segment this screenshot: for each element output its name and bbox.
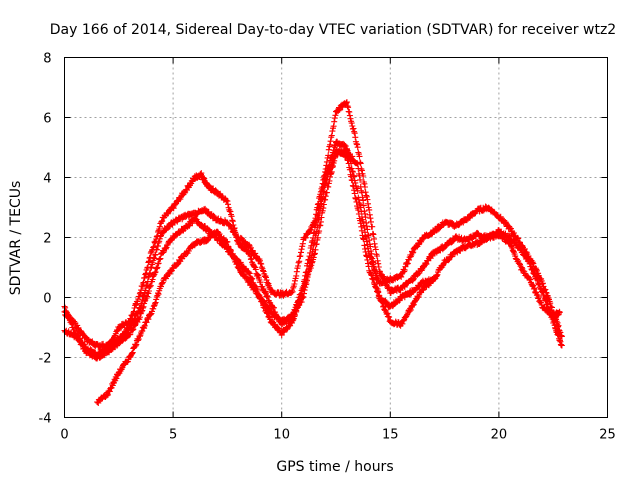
y-tick-label: 8 (43, 52, 51, 67)
data-markers (61, 99, 565, 406)
series-track-4 (94, 146, 563, 406)
series-markers (94, 146, 563, 406)
x-tick-label: 10 (273, 428, 290, 443)
y-tick-label: -2 (39, 352, 52, 367)
y-tick-label: 0 (43, 292, 51, 307)
y-tick-label: 4 (43, 172, 51, 187)
y-tick-label: 6 (43, 112, 51, 127)
plot-frame (64, 57, 608, 418)
grid-lines (64, 57, 608, 418)
y-axis-label: SDTVAR / TECUs (8, 181, 24, 296)
x-tick-label: 0 (60, 428, 68, 443)
y-tick-label: -4 (39, 412, 52, 427)
series-track-2 (61, 99, 565, 351)
axes: 0 5 10 15 20 25 -4 -2 0 2 4 6 8 (39, 52, 616, 443)
x-tick-label: 25 (599, 428, 616, 443)
x-tick-label: 20 (491, 428, 508, 443)
chart-title: Day 166 of 2014, Sidereal Day-to-day VTE… (50, 22, 616, 38)
x-tick-label: 15 (382, 428, 399, 443)
x-axis-label: GPS time / hours (276, 459, 393, 475)
y-tick-label: 2 (43, 232, 51, 247)
series-markers (61, 99, 565, 351)
x-tick-label: 5 (169, 428, 177, 443)
